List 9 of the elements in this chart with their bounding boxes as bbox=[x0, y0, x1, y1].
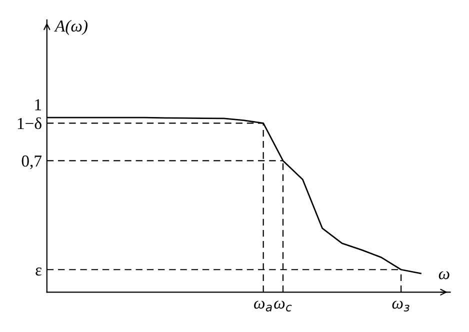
y-axis-title: A(ω) bbox=[54, 20, 88, 36]
y-tick-label: ε bbox=[36, 268, 42, 276]
x-tick-label: ω$_{a}$ bbox=[254, 300, 272, 312]
x-tick-label: ω$_{c}$ bbox=[274, 300, 292, 312]
x-axis-title: ω bbox=[438, 271, 450, 280]
y-tick-label: 1−δ bbox=[18, 117, 42, 130]
y-tick-label: 0,7 bbox=[22, 155, 42, 170]
x-tick-label: ω$_{з}$ bbox=[392, 300, 410, 312]
y-tick-label: 1 bbox=[35, 99, 42, 110]
